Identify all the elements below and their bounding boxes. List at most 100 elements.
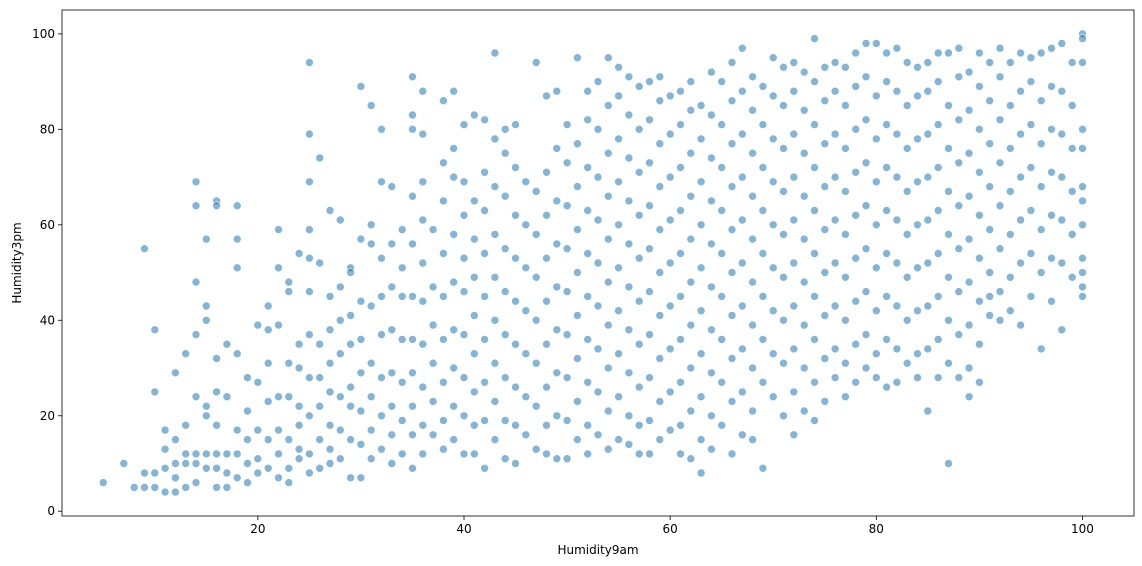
- data-point: [830, 373, 840, 382]
- data-point: [191, 201, 201, 210]
- data-point: [686, 234, 696, 244]
- data-point: [737, 344, 747, 354]
- data-point: [469, 311, 479, 320]
- data-point: [325, 206, 335, 215]
- data-point: [274, 449, 283, 459]
- data-point: [944, 48, 953, 58]
- data-point: [923, 129, 933, 139]
- data-point: [645, 244, 654, 253]
- data-point: [521, 220, 531, 230]
- data-point: [933, 77, 943, 86]
- data-point: [779, 63, 788, 72]
- data-point: [583, 449, 593, 459]
- data-point: [727, 139, 737, 148]
- data-point: [645, 77, 654, 86]
- data-point: [573, 182, 582, 191]
- data-point: [686, 277, 696, 287]
- data-point: [758, 463, 768, 473]
- data-point: [913, 134, 922, 144]
- data-point: [387, 282, 397, 292]
- data-point: [593, 387, 603, 397]
- data-point: [758, 335, 768, 344]
- data-point: [562, 416, 572, 425]
- data-point: [923, 58, 933, 67]
- data-point: [480, 463, 489, 473]
- data-point: [985, 225, 995, 234]
- data-point: [841, 63, 850, 72]
- data-point: [274, 473, 283, 483]
- data-point: [573, 397, 582, 406]
- data-point: [284, 392, 294, 402]
- data-point: [583, 86, 593, 96]
- data-point: [531, 230, 541, 239]
- data-point: [665, 91, 675, 101]
- data-point: [779, 101, 788, 110]
- data-point: [727, 311, 737, 320]
- data-point: [562, 373, 572, 382]
- data-point: [562, 330, 572, 339]
- data-point: [408, 401, 417, 411]
- data-point: [552, 411, 562, 421]
- data-point: [985, 292, 995, 301]
- data-point: [789, 344, 799, 354]
- data-point: [294, 249, 304, 258]
- data-point: [614, 134, 623, 144]
- data-point: [665, 344, 675, 354]
- data-point: [1016, 86, 1025, 96]
- data-point: [346, 339, 355, 349]
- data-point: [387, 325, 397, 335]
- x-tick-label: 80: [869, 522, 884, 536]
- data-point: [686, 105, 696, 115]
- data-point: [603, 444, 613, 454]
- data-point: [480, 115, 489, 125]
- data-point: [748, 320, 757, 330]
- data-point: [614, 177, 623, 187]
- data-point: [356, 473, 366, 483]
- data-point: [449, 277, 459, 287]
- data-point: [634, 420, 644, 430]
- data-point: [542, 168, 551, 177]
- data-point: [676, 377, 685, 387]
- data-point: [366, 239, 376, 249]
- data-point: [851, 377, 861, 387]
- data-point: [789, 387, 799, 397]
- data-point: [439, 158, 448, 168]
- data-point: [593, 301, 603, 311]
- data-point: [861, 287, 871, 296]
- data-point: [737, 43, 747, 53]
- data-point: [1067, 187, 1077, 196]
- data-point: [449, 363, 459, 373]
- data-point: [150, 325, 160, 335]
- data-point: [727, 58, 737, 67]
- data-point: [418, 215, 428, 225]
- data-point: [408, 463, 417, 473]
- data-point: [212, 463, 221, 473]
- data-point: [717, 206, 727, 215]
- data-point: [377, 444, 386, 454]
- data-point: [490, 182, 500, 191]
- data-point: [707, 153, 716, 163]
- data-point: [964, 191, 974, 201]
- data-point: [655, 139, 665, 148]
- data-point: [614, 306, 623, 316]
- data-point: [284, 478, 294, 487]
- data-point: [676, 206, 685, 215]
- data-point: [841, 187, 850, 196]
- data-point: [851, 125, 861, 134]
- data-point: [737, 172, 747, 182]
- data-point: [768, 306, 778, 316]
- data-point: [665, 425, 675, 435]
- data-point: [696, 220, 706, 230]
- data-point: [882, 206, 891, 215]
- data-point: [944, 230, 953, 239]
- data-point: [717, 120, 727, 129]
- data-point: [985, 96, 995, 105]
- data-point: [171, 368, 180, 378]
- data-point: [191, 392, 201, 402]
- data-point: [861, 363, 871, 373]
- data-point: [799, 320, 809, 330]
- data-point: [944, 272, 953, 282]
- data-point: [758, 163, 768, 172]
- data-point: [902, 272, 912, 282]
- data-point: [181, 420, 190, 430]
